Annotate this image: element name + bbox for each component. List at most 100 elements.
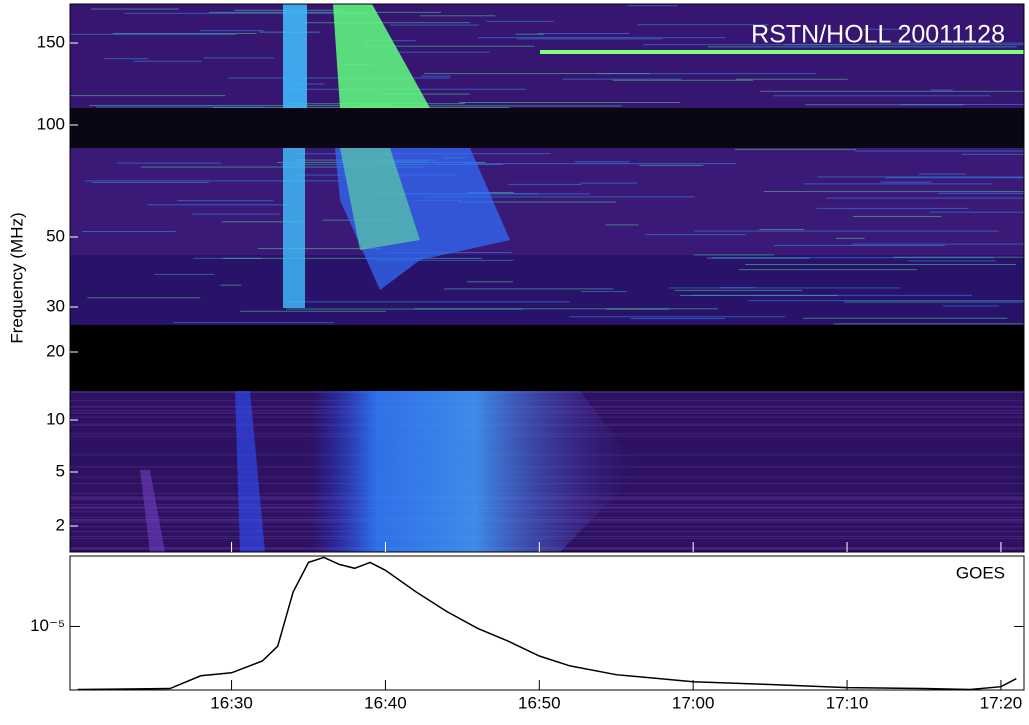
y-tick-label: 150 bbox=[37, 32, 65, 51]
noise-line bbox=[880, 181, 932, 183]
noise-line bbox=[70, 33, 237, 35]
burst bbox=[340, 148, 420, 250]
noise-line bbox=[759, 90, 1024, 92]
noise-line bbox=[103, 58, 149, 60]
burst bbox=[283, 148, 305, 308]
noise-line bbox=[301, 22, 471, 24]
burst bbox=[235, 391, 265, 552]
noise-line bbox=[691, 294, 973, 296]
y-tick-label: 5 bbox=[56, 461, 65, 480]
noise-line bbox=[826, 197, 1024, 199]
noise-line bbox=[87, 297, 201, 299]
y-tick-label: 20 bbox=[46, 341, 65, 360]
noise-line bbox=[82, 231, 176, 233]
noise-line bbox=[286, 308, 523, 310]
noise-line bbox=[464, 163, 737, 165]
noise-line bbox=[734, 148, 857, 150]
noise-line bbox=[516, 38, 663, 40]
noise-line bbox=[390, 24, 480, 26]
noise-line bbox=[745, 264, 1016, 266]
spectrogram-frame bbox=[69, 3, 1025, 553]
burst bbox=[140, 470, 165, 552]
noise-line bbox=[89, 105, 398, 107]
noise-line bbox=[929, 211, 1024, 213]
noise-line bbox=[851, 243, 1024, 245]
noise-line bbox=[900, 104, 1024, 106]
noise-line bbox=[467, 281, 513, 283]
gap-band bbox=[70, 108, 1024, 148]
noise-line bbox=[569, 316, 786, 318]
burst bbox=[333, 4, 430, 108]
noise-line bbox=[177, 200, 274, 202]
noise-line bbox=[844, 301, 1024, 303]
legend-entry: GOES bbox=[956, 563, 1005, 582]
goes-curve bbox=[77, 556, 1017, 691]
noise-line bbox=[221, 221, 302, 223]
noise-line bbox=[862, 28, 908, 30]
noise-line bbox=[835, 237, 865, 239]
noise-line bbox=[783, 44, 1024, 46]
noise-line bbox=[154, 273, 215, 275]
noise-line bbox=[735, 78, 848, 80]
noise-line bbox=[220, 284, 242, 286]
noise-line bbox=[763, 191, 1024, 193]
x-tick-label: 17:10 bbox=[826, 693, 869, 712]
noise-line bbox=[362, 45, 535, 47]
y-tick-label: 30 bbox=[46, 296, 65, 315]
noise-line bbox=[693, 254, 775, 256]
y-tick-label: 10⁻⁵ bbox=[30, 616, 65, 635]
noise-line bbox=[605, 224, 639, 226]
noise-line bbox=[645, 234, 746, 236]
noise-line bbox=[199, 30, 264, 32]
noise-line bbox=[748, 300, 1024, 302]
noise-line bbox=[708, 46, 1017, 48]
noise-line bbox=[140, 166, 425, 168]
noise-line bbox=[674, 289, 802, 291]
noise-line bbox=[630, 318, 725, 320]
x-tick-label: 17:20 bbox=[980, 693, 1023, 712]
burst bbox=[283, 4, 307, 108]
noise-line bbox=[90, 8, 180, 10]
noise-line bbox=[774, 244, 945, 246]
chart-title: RSTN/HOLL 20011128 bbox=[751, 21, 1005, 49]
noise-line bbox=[833, 323, 1024, 325]
noise-line bbox=[147, 204, 289, 206]
noise-line bbox=[284, 301, 571, 303]
noise-line bbox=[669, 287, 901, 289]
noise-line bbox=[855, 150, 1024, 152]
noise-line bbox=[192, 213, 280, 215]
noise-line bbox=[444, 288, 614, 290]
noise-line bbox=[424, 73, 650, 75]
noise-line bbox=[380, 93, 471, 95]
noise-line bbox=[203, 57, 274, 59]
noise-line bbox=[606, 308, 670, 310]
noise-line bbox=[96, 106, 266, 108]
y-tick-label: 100 bbox=[37, 114, 65, 133]
noise-line bbox=[643, 44, 860, 46]
noise-line bbox=[581, 291, 628, 293]
noise-line bbox=[486, 20, 554, 22]
noise-line bbox=[240, 310, 386, 312]
noise-line bbox=[425, 196, 695, 198]
x-tick-label: 17:00 bbox=[672, 693, 715, 712]
band-noisy bbox=[70, 255, 1024, 327]
noise-line bbox=[562, 78, 682, 80]
noise-line bbox=[879, 42, 1024, 44]
noise-line bbox=[70, 95, 226, 97]
noise-line bbox=[91, 182, 209, 184]
noise-line bbox=[85, 180, 341, 182]
noise-line bbox=[885, 177, 1024, 179]
noise-line bbox=[694, 230, 999, 232]
noise-line bbox=[580, 182, 638, 184]
noise-line bbox=[961, 153, 1024, 155]
band-high bbox=[70, 4, 1024, 108]
noise-line bbox=[414, 308, 718, 310]
noise-line bbox=[817, 176, 1024, 178]
burst bbox=[310, 391, 640, 552]
noise-line bbox=[612, 79, 754, 81]
gap-band bbox=[70, 325, 1024, 391]
noise-line bbox=[574, 161, 630, 163]
noise-line bbox=[805, 104, 964, 106]
noise-line bbox=[459, 101, 681, 103]
